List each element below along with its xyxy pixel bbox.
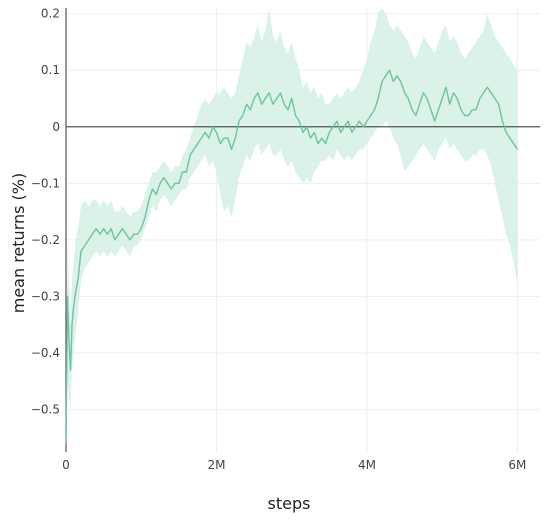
y-tick-label: 0.2 — [41, 7, 60, 21]
x-tick-labels: 0 2M 4M 6M — [62, 458, 526, 472]
x-tick-label: 0 — [62, 458, 70, 472]
confidence-band — [66, 8, 518, 444]
y-tick-label: 0 — [52, 120, 60, 134]
y-tick-label: −0.2 — [31, 233, 60, 247]
x-tick-label: 2M — [207, 458, 225, 472]
y-tick-labels: 0.2 0.1 0 −0.1 −0.2 −0.3 −0.4 −0.5 — [31, 7, 60, 417]
y-tick-label: 0.1 — [41, 63, 60, 77]
series-line-layer — [65, 69, 518, 444]
y-tick-label: −0.5 — [31, 403, 60, 417]
y-axis-title: mean returns (%) — [9, 173, 28, 314]
mean-returns-line — [65, 69, 518, 444]
y-tick-label: −0.3 — [31, 289, 60, 303]
y-tick-label: −0.1 — [31, 176, 60, 190]
y-tick-label: −0.4 — [31, 346, 60, 360]
x-tick-label: 4M — [358, 458, 376, 472]
confidence-band-layer — [66, 8, 518, 444]
x-tick-label: 6M — [508, 458, 526, 472]
x-axis-title: steps — [268, 494, 311, 513]
